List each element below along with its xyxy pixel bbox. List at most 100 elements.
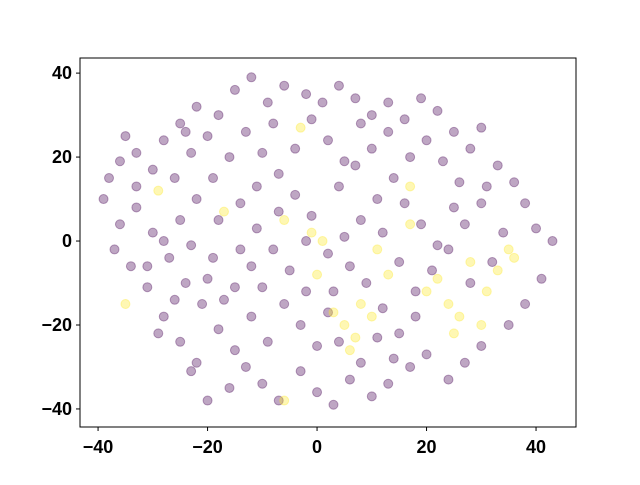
point (520, 198, 531, 209)
x-tick-label: −40 (83, 437, 114, 457)
point (98, 194, 109, 205)
point (492, 265, 503, 276)
point (492, 160, 503, 171)
y-tick-label: −40 (41, 399, 72, 419)
point (410, 311, 421, 322)
point (350, 93, 361, 104)
point (459, 219, 470, 230)
point (383, 269, 394, 280)
point (427, 265, 438, 276)
point (153, 328, 164, 339)
point (218, 206, 229, 217)
point (109, 244, 120, 255)
point (279, 395, 290, 406)
point (443, 299, 454, 309)
point (350, 332, 361, 343)
point (279, 80, 290, 91)
point (295, 122, 306, 133)
point (547, 236, 558, 247)
point (399, 114, 410, 125)
point (175, 336, 186, 347)
point (421, 349, 432, 360)
point (355, 118, 366, 129)
point (246, 72, 257, 83)
point (476, 198, 487, 209)
point (312, 269, 323, 280)
point (405, 152, 416, 163)
point (175, 215, 186, 226)
point (208, 173, 219, 184)
point (372, 332, 383, 343)
point (323, 135, 333, 146)
point (509, 177, 520, 188)
point (158, 311, 169, 322)
point (383, 126, 394, 137)
point (333, 336, 344, 347)
point (339, 319, 350, 330)
point (503, 244, 514, 255)
point (344, 374, 355, 385)
point (301, 236, 312, 247)
point (476, 122, 487, 133)
point (421, 135, 432, 146)
point (197, 299, 208, 309)
point (257, 147, 268, 158)
point (454, 311, 465, 322)
point (339, 231, 350, 242)
point (229, 282, 240, 293)
point (366, 143, 377, 154)
point (355, 299, 366, 309)
x-tick-label: 20 (417, 437, 437, 457)
point (366, 311, 377, 322)
x-tick-label: 0 (312, 437, 322, 457)
point (328, 307, 339, 318)
plot-frame (79, 57, 577, 428)
point (317, 236, 328, 247)
point (416, 219, 427, 230)
y-tick-label: 20 (52, 147, 72, 167)
point (328, 286, 339, 297)
point (355, 215, 366, 226)
point (235, 244, 246, 255)
point (213, 110, 224, 121)
point (344, 261, 355, 272)
point (405, 181, 416, 192)
point (224, 152, 235, 163)
point (394, 257, 405, 268)
point (487, 257, 498, 268)
point (481, 286, 492, 297)
point (443, 374, 454, 385)
point (257, 378, 268, 389)
point (251, 181, 262, 192)
point (465, 257, 476, 268)
point (175, 118, 186, 129)
point (229, 345, 240, 356)
point (383, 97, 394, 108)
point (153, 185, 164, 196)
point (536, 273, 547, 284)
point (120, 131, 131, 142)
point (114, 219, 125, 230)
point (388, 173, 399, 184)
point (147, 164, 158, 175)
point (131, 147, 142, 158)
point (104, 173, 115, 184)
point (454, 177, 465, 188)
point (350, 160, 361, 171)
y-tick-label: 0 (62, 231, 72, 251)
point (432, 273, 443, 284)
point (295, 319, 306, 330)
point (301, 286, 312, 297)
point (186, 240, 197, 251)
point (186, 366, 197, 377)
point (399, 198, 410, 209)
point (377, 227, 388, 238)
point (125, 261, 136, 272)
point (158, 135, 169, 146)
point (235, 198, 246, 209)
x-tick-label: −20 (192, 437, 223, 457)
point (290, 189, 301, 200)
point (443, 244, 454, 255)
point (306, 210, 317, 221)
